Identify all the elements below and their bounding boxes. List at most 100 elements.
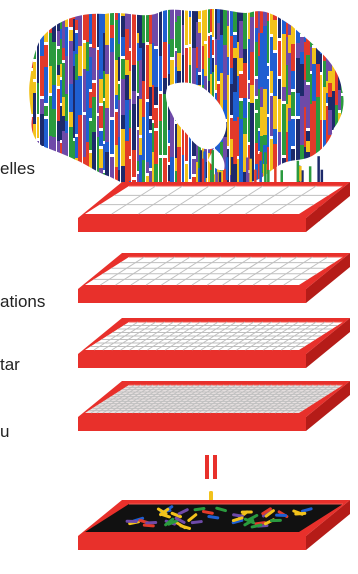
map-barcode-strip	[139, 9, 142, 48]
map-barcode-strip	[146, 129, 149, 162]
map-barcode-strip	[189, 17, 191, 44]
map-barcode-strip	[310, 104, 312, 145]
map-barcode-strip	[227, 103, 229, 146]
map-barcode-strip	[212, 9, 214, 37]
map-barcode-strip	[57, 121, 60, 141]
map-barcode-strip	[338, 9, 341, 32]
map-barcode-strip	[267, 9, 269, 21]
map-barcode-strip	[137, 161, 139, 171]
tray-side-wall	[306, 381, 350, 431]
map-barcode-strip	[286, 104, 288, 132]
map-barcode-strip	[105, 152, 109, 189]
map-barcode-strip	[282, 87, 286, 101]
map-barcode-strip	[332, 64, 335, 91]
map-barcode-strip	[217, 23, 220, 40]
map-barcode-strip	[233, 121, 237, 164]
map-barcode-strip	[296, 93, 300, 116]
filter-tray	[78, 318, 350, 368]
map-barcode-strip	[270, 37, 273, 71]
map-barcode-strip	[137, 43, 139, 61]
map-barcode-strip	[142, 43, 145, 81]
map-barcode-strip	[196, 68, 198, 87]
dna-fragment	[125, 519, 138, 524]
map-barcode-strip	[132, 31, 136, 65]
map-barcode-strip	[99, 106, 103, 128]
map-barcode-strip	[110, 157, 114, 189]
map-barcode-strip	[223, 169, 227, 184]
mesh-line	[245, 185, 290, 215]
map-barcode-strip	[286, 23, 288, 37]
map-barcode-strip	[40, 149, 44, 187]
map-barcode-strip	[40, 31, 44, 56]
drip-strip	[299, 166, 302, 182]
map-barcode-strip	[263, 61, 267, 89]
dna-fragment	[250, 523, 263, 529]
map-barcode-strip	[291, 9, 295, 44]
map-barcode-strip	[92, 9, 96, 48]
map-barcode-strip	[243, 134, 247, 172]
map-barcode-strip	[152, 152, 154, 189]
map-barcode-strip	[310, 74, 312, 104]
filter-tray-stack	[78, 182, 350, 431]
map-barcode-strip	[255, 79, 258, 96]
map-barcode-strip	[44, 67, 48, 103]
map-barcode-strip	[152, 123, 154, 152]
yellow-drop-icon	[209, 491, 213, 501]
map-barcode-strip	[37, 186, 39, 189]
map-barcode-strip	[129, 51, 131, 71]
map-barcode-strip	[26, 6, 29, 35]
map-barcode-strip	[65, 121, 68, 133]
map-barcode-strip	[263, 9, 267, 26]
map-barcode-strip	[270, 71, 273, 93]
map-barcode-strip	[139, 60, 142, 99]
map-barcode-strip	[316, 34, 320, 45]
map-barcode-strip	[103, 144, 105, 170]
map-barcode-strip	[121, 16, 125, 37]
map-barcode-strip	[320, 75, 322, 90]
map-barcode-strip	[75, 158, 78, 171]
map-barcode-strip	[69, 127, 73, 145]
map-barcode-strip	[288, 121, 291, 143]
map-barcode-strip	[304, 107, 306, 147]
dna-fragment	[254, 521, 267, 526]
tray-front-wall	[78, 417, 306, 431]
map-barcode-strip	[137, 9, 139, 33]
map-barcode-strip	[99, 149, 103, 168]
map-barcode-strip	[154, 9, 158, 46]
map-barcode-strip	[121, 115, 125, 129]
map-barcode-strip	[170, 9, 174, 39]
map-barcode-strip	[57, 167, 60, 188]
map-barcode-strip	[243, 63, 247, 98]
map-barcode-strip	[110, 52, 114, 89]
mesh-line	[218, 185, 264, 215]
map-barcode-strip	[243, 118, 247, 134]
map-barcode-strip	[78, 139, 82, 172]
map-barcode-strip	[341, 26, 344, 62]
map-barcode-strip	[182, 112, 184, 155]
map-barcode-strip	[26, 38, 29, 63]
map-barcode-strip	[196, 9, 198, 22]
map-barcode-strip	[282, 54, 286, 87]
map-barcode-strip	[92, 177, 96, 189]
map-barcode-strip	[154, 164, 158, 189]
filter-tray	[78, 182, 350, 232]
map-barcode-strip	[282, 116, 286, 155]
drip-strip	[201, 158, 205, 200]
map-barcode-strip	[40, 56, 44, 96]
double-red-bar-icon	[205, 455, 217, 479]
map-barcode-strip	[139, 48, 142, 60]
filter-tray	[78, 500, 350, 550]
map-barcode-strip	[110, 89, 114, 117]
map-barcode-strip	[212, 144, 214, 155]
map-barcode-strip	[326, 47, 328, 81]
map-barcode-strip	[320, 120, 322, 163]
map-barcode-strip	[208, 36, 210, 58]
map-barcode-strip	[175, 51, 177, 67]
mesh-line	[145, 256, 191, 286]
map-barcode-strip	[60, 39, 62, 64]
map-barcode-strip	[129, 71, 131, 99]
map-barcode-strip	[132, 150, 136, 177]
map-barcode-strip	[163, 94, 167, 117]
map-barcode-strip	[33, 24, 36, 59]
